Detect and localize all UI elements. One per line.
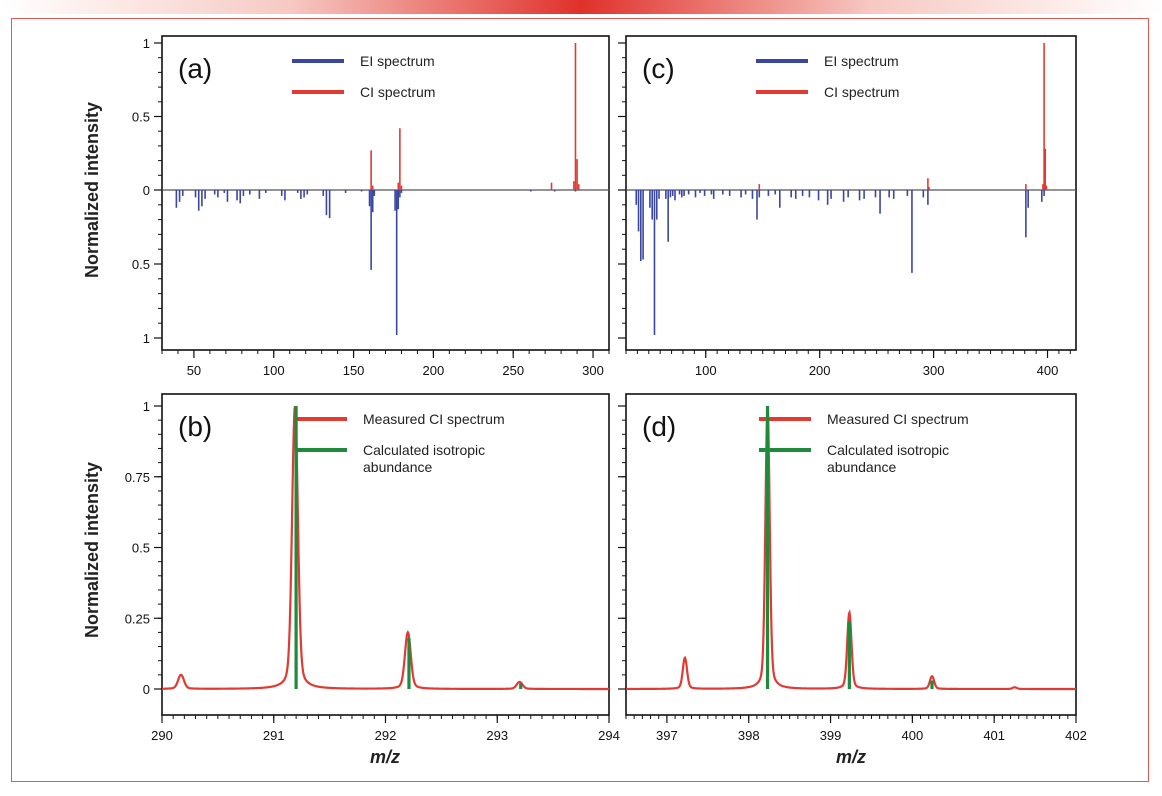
- x-tick-label: 250: [502, 363, 524, 378]
- x-tick-label: 293: [486, 728, 508, 743]
- plot-panel-a: [154, 35, 610, 358]
- x-tick-label: 300: [923, 363, 945, 378]
- y-tick-label: 0: [143, 183, 150, 198]
- x-tick-label: 290: [151, 728, 173, 743]
- x-tick-label: 400: [1037, 363, 1059, 378]
- x-tick-label: 399: [820, 728, 842, 743]
- legend-line: Calculated isotropic: [827, 442, 949, 458]
- plot-panel-c: [618, 35, 1077, 358]
- plot-panel-d: Calculated isotropic abundance: [618, 393, 1077, 723]
- x-tick-label: 398: [738, 728, 760, 743]
- y-tick-label: 0.5: [132, 110, 150, 125]
- x-tick-label: 200: [809, 363, 831, 378]
- measured-ci-line: [161, 405, 609, 691]
- y-tick-label: 1: [143, 36, 150, 51]
- y-tick-label: 0.5: [132, 257, 150, 272]
- legend-label: EI spectrum: [360, 53, 435, 69]
- x-tick-label: 50: [187, 363, 201, 378]
- legend-line: abundance: [363, 459, 433, 475]
- legend-label: Measured CI spectrum: [827, 411, 969, 427]
- x-axis-title-left: m/z: [370, 747, 400, 767]
- y-axis-title-bottom: Normalized intensity: [82, 462, 102, 638]
- y-tick-label: 0.75: [125, 470, 150, 485]
- x-tick-label: 100: [263, 363, 285, 378]
- x-tick-label: 402: [1065, 728, 1087, 743]
- legend-label: CI spectrum: [824, 84, 899, 100]
- y-tick-label: 0: [143, 682, 150, 697]
- x-tick-label: 292: [375, 728, 397, 743]
- legend-line: Calculated isotropic: [363, 442, 485, 458]
- panel-label: (a): [178, 53, 212, 84]
- y-tick-label: 0.5: [132, 541, 150, 556]
- x-tick-label: 150: [343, 363, 365, 378]
- plot-frame: [625, 35, 1077, 351]
- x-tick-label: 294: [598, 728, 620, 743]
- legend-label: EI spectrum: [824, 53, 899, 69]
- x-tick-label: 200: [423, 363, 445, 378]
- y-tick-label: 1: [143, 331, 150, 346]
- figure-frame: [11, 18, 1149, 782]
- panel-label: (d): [642, 411, 676, 442]
- plot-frame: [625, 393, 1077, 716]
- y-tick-label: 1: [143, 399, 150, 414]
- y-axis-title-top: Normalized intensity: [82, 102, 102, 278]
- x-axis-title-right: m/z: [836, 747, 866, 767]
- x-tick-label: 300: [582, 363, 604, 378]
- legend-label: Calculated isotropic abundance: [827, 442, 949, 475]
- panel-label: (b): [178, 411, 212, 442]
- measured-ci-line: [626, 405, 1076, 691]
- plot-panel-b: Calculated isotropic abundance: [154, 393, 610, 723]
- x-tick-label: 100: [695, 363, 717, 378]
- legend-label: CI spectrum: [360, 84, 435, 100]
- legend-line: abundance: [827, 459, 897, 475]
- x-tick-label: 291: [263, 728, 285, 743]
- panel-label: (c): [642, 53, 675, 84]
- x-tick-label: 400: [902, 728, 924, 743]
- legend-label: Measured CI spectrum: [363, 411, 505, 427]
- legend-label: Calculated isotropic abundance: [363, 442, 485, 475]
- top-accent-bar: [0, 0, 1162, 14]
- x-tick-label: 401: [983, 728, 1005, 743]
- x-tick-label: 397: [656, 728, 678, 743]
- y-tick-label: 0.25: [125, 611, 150, 626]
